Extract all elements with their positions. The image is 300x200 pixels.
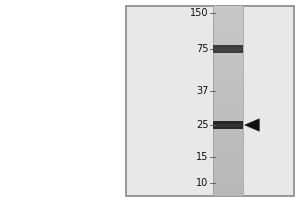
Bar (213, 148, 243, 152)
Bar (213, 25, 243, 28)
Bar (213, 117, 243, 120)
Bar (213, 12, 243, 16)
Polygon shape (244, 119, 259, 131)
Bar (213, 114, 243, 117)
Bar (213, 38, 243, 41)
Bar (213, 31, 243, 35)
Bar (213, 53, 243, 57)
Text: 150: 150 (190, 8, 208, 18)
Bar (214, 48, 242, 51)
Bar (213, 183, 243, 186)
Bar (213, 142, 243, 145)
Text: 25: 25 (196, 120, 208, 130)
Bar (213, 44, 243, 47)
Bar (213, 180, 243, 183)
Bar (213, 28, 243, 31)
Bar (213, 136, 243, 139)
Bar (213, 66, 243, 69)
Bar (213, 9, 243, 12)
Bar (213, 47, 243, 50)
Bar (213, 168, 243, 171)
Bar (213, 145, 243, 148)
Bar (213, 130, 243, 133)
Bar (213, 174, 243, 177)
Bar (213, 161, 243, 164)
Bar (213, 120, 243, 123)
Text: 37: 37 (196, 86, 208, 96)
Bar (213, 45, 243, 53)
Bar (213, 186, 243, 190)
Bar (213, 98, 243, 101)
Bar (213, 88, 243, 92)
Bar (213, 41, 243, 44)
Bar (213, 164, 243, 168)
Bar (213, 69, 243, 73)
Bar (214, 124, 242, 127)
Bar (213, 19, 243, 22)
Bar (213, 63, 243, 66)
Bar (213, 85, 243, 88)
Text: 10: 10 (196, 178, 208, 188)
Bar (213, 82, 243, 85)
Bar (213, 121, 243, 129)
Bar (213, 107, 243, 110)
Bar (213, 16, 243, 19)
Bar (213, 57, 243, 60)
Bar (213, 155, 243, 158)
Bar (213, 126, 243, 130)
Bar (213, 6, 243, 9)
Bar (213, 133, 243, 136)
Bar (213, 79, 243, 82)
Bar (213, 123, 243, 126)
Bar (213, 92, 243, 95)
Bar (213, 60, 243, 63)
Text: 75: 75 (196, 44, 208, 54)
Bar (213, 139, 243, 142)
Bar (213, 190, 243, 193)
Bar (213, 171, 243, 174)
Bar (126, 6, 294, 196)
Bar (213, 95, 243, 98)
Bar (213, 22, 243, 25)
Bar (213, 76, 243, 79)
Text: 15: 15 (196, 152, 208, 162)
Bar (213, 101, 243, 104)
Bar (213, 158, 243, 161)
Bar (213, 72, 243, 76)
Bar (213, 110, 243, 114)
Bar (213, 193, 243, 196)
Bar (213, 152, 243, 155)
Bar (213, 34, 243, 38)
Bar (213, 50, 243, 53)
Bar (213, 177, 243, 180)
Bar (213, 104, 243, 107)
